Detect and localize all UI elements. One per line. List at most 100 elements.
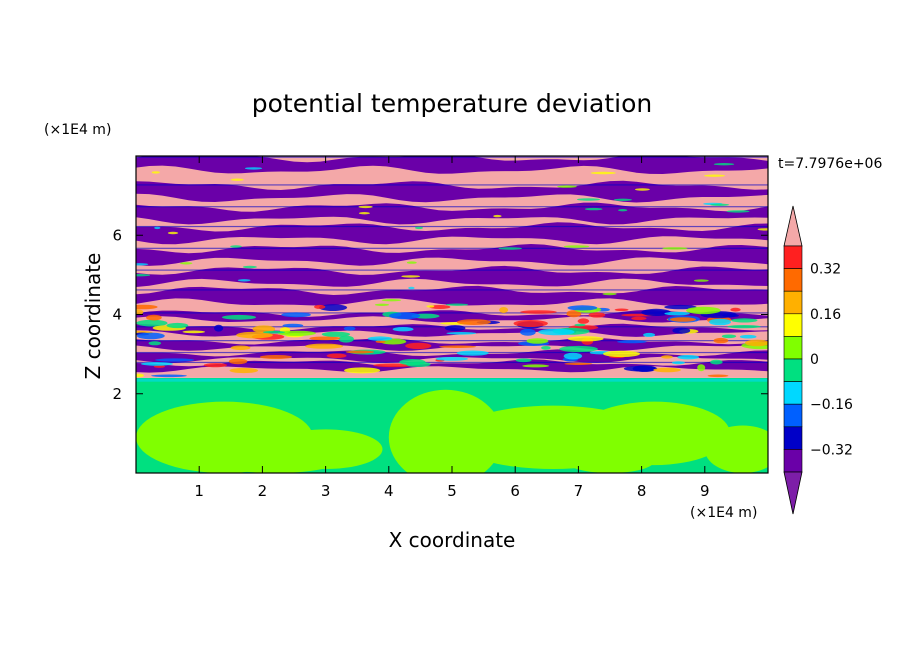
turbulent-eddy (567, 336, 604, 342)
purple-band (136, 156, 768, 174)
purple-band (136, 265, 768, 287)
band-edge (136, 206, 768, 208)
turbulent-eddy (577, 318, 590, 324)
band-streak (590, 171, 616, 175)
band-streak (493, 214, 502, 218)
colorbar-segment (783, 358, 803, 382)
band-streak (613, 198, 633, 201)
lower-blob (704, 425, 768, 473)
purple-band (136, 244, 768, 266)
colorbar-segment (783, 381, 803, 405)
turbulent-eddy (153, 365, 166, 368)
band-streak (618, 209, 628, 212)
band-streak (167, 231, 179, 235)
x-axis-label: X coordinate (389, 528, 516, 552)
turbulent-eddy (727, 325, 761, 329)
band-streak (557, 185, 577, 188)
lower-blob (578, 401, 731, 466)
colorbar-segment (783, 336, 803, 360)
turbulent-eddy (739, 334, 757, 339)
turbulent-eddy (588, 312, 606, 318)
colorbar-top-arrow (783, 205, 803, 247)
turbulent-eddy (686, 306, 721, 315)
band-streak (757, 228, 768, 231)
chart-title: potential temperature deviation (252, 89, 652, 118)
band-streak (230, 178, 244, 181)
band-streak (713, 163, 735, 166)
band-streak (136, 274, 151, 277)
x-axis-unit: (×1E4 m) (690, 505, 757, 521)
band-edge (136, 225, 768, 228)
band-streak (136, 263, 149, 266)
band-streak (576, 198, 601, 201)
turbulent-eddy (745, 339, 768, 347)
band-streak (244, 167, 263, 170)
turbulent-eddy (664, 304, 697, 310)
x-tick-label: 7 (574, 482, 584, 500)
turbulent-eddy (707, 374, 729, 378)
turbulent-eddy (526, 338, 549, 344)
turbulent-eddy (456, 319, 491, 325)
turbulent-eddy (182, 330, 206, 334)
turbulent-eddy (136, 309, 144, 316)
band-streak (704, 174, 725, 177)
turbulent-eddy (305, 343, 344, 349)
turbulent-eddy (456, 350, 489, 356)
purple-band (136, 285, 768, 306)
band-streak (401, 275, 421, 278)
turbulent-eddy (643, 332, 656, 337)
turbulent-eddy (221, 314, 257, 320)
turbulent-eddy (522, 364, 550, 368)
turbulent-eddy (730, 307, 741, 312)
x-tick-label: 9 (700, 482, 710, 500)
turbulent-eddy (282, 323, 304, 328)
turbulent-eddy (515, 358, 532, 363)
y-axis-unit: (×1E4 m) (44, 122, 111, 138)
band-streak (406, 261, 417, 264)
colorbar-segment (783, 245, 803, 269)
turbulent-eddy (653, 367, 681, 373)
turbulent-eddy (710, 359, 723, 365)
band-streak (662, 247, 688, 250)
turbulent-eddy (375, 340, 386, 343)
purple-band (136, 222, 768, 245)
turbulent-eddy (228, 358, 248, 365)
turbulent-eddy (309, 336, 341, 341)
band-edge (136, 361, 768, 364)
band-streak (230, 245, 242, 248)
interface-line (136, 378, 768, 382)
colorbar-label: −0.16 (810, 397, 853, 413)
x-tick-label: 5 (447, 482, 457, 500)
turbulent-eddy (439, 345, 477, 349)
turbulent-eddy (709, 318, 731, 326)
turbulent-eddy (405, 342, 432, 350)
colorbar-label: 0.32 (810, 262, 841, 278)
turbulent-eddy (677, 355, 700, 360)
turbulent-eddy (513, 320, 548, 327)
turbulent-eddy (520, 328, 536, 336)
turbulent-eddy (435, 357, 469, 361)
turbulent-eddy (399, 359, 426, 366)
turbulent-eddy (148, 341, 162, 346)
turbulent-eddy (277, 330, 316, 336)
band-streak (498, 247, 522, 250)
colorbar-label: −0.32 (810, 442, 853, 458)
turbulent-eddy (389, 312, 421, 320)
turbulent-eddy (146, 314, 162, 321)
band-edge (136, 289, 768, 291)
turbulent-eddy (367, 336, 393, 341)
turbulent-eddy (574, 323, 586, 327)
y-axis-label: Z coordinate (81, 253, 105, 380)
band-streak (726, 210, 750, 213)
band-streak (374, 303, 390, 306)
band-edge (136, 340, 768, 342)
band-streak (693, 279, 709, 282)
turbulent-eddy (344, 367, 381, 374)
turbulent-eddy (321, 331, 351, 337)
turbulent-eddy (155, 358, 195, 362)
turbulent-eddy (136, 332, 165, 340)
turbulent-eddy (281, 312, 311, 318)
band-streak (635, 188, 650, 191)
turbulent-eddy (136, 373, 145, 378)
